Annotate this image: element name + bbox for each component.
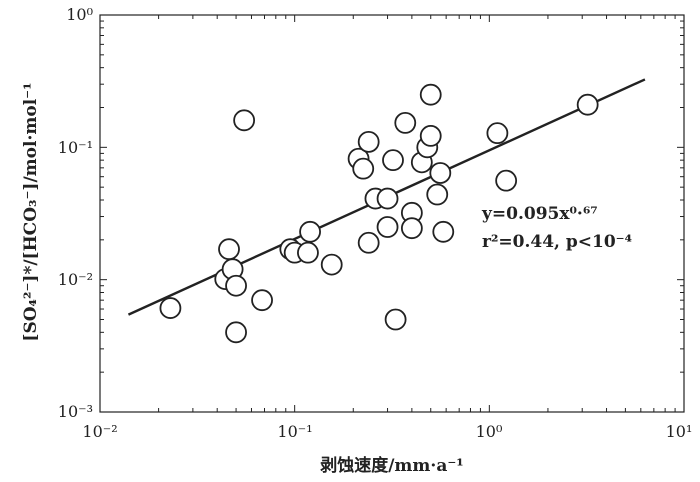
y-tick-label: 10⁻¹: [58, 138, 93, 157]
data-point: [352, 157, 375, 180]
data-point: [320, 253, 343, 276]
data-point: [376, 187, 399, 210]
y-tick-label: 10⁰: [66, 5, 93, 24]
data-point: [225, 274, 247, 297]
data-point: [357, 130, 380, 153]
data-point: [419, 125, 442, 147]
data-point: [357, 231, 380, 254]
fit-equation: y=0.095x⁰·⁶⁷: [481, 204, 598, 224]
data-point: [429, 162, 452, 184]
data-point: [251, 289, 273, 312]
data-point: [159, 297, 182, 319]
data-point: [495, 169, 518, 192]
data-points: [159, 83, 599, 344]
data-point: [486, 122, 509, 145]
plot-frame: [99, 14, 685, 413]
axis-ticks: [99, 14, 685, 413]
data-point: [225, 321, 247, 344]
data-point: [233, 109, 256, 132]
data-point: [218, 238, 240, 261]
x-axis-label: 剥蚀速度/mm·a⁻¹: [320, 455, 464, 476]
data-point: [297, 241, 319, 264]
data-point: [394, 111, 417, 134]
y-tick-label: 10⁻²: [58, 270, 93, 289]
data-point: [432, 220, 455, 243]
data-point: [376, 216, 399, 238]
fit-statistics: r²=0.44, p<10⁻⁴: [482, 232, 632, 252]
y-tick-label: 10⁻³: [58, 402, 93, 421]
x-tick-label: 10⁻¹: [277, 422, 312, 441]
data-point: [426, 183, 449, 206]
x-tick-label: 10¹: [666, 422, 693, 441]
y-axis-label: [SO₄²⁻]*/[HCO₃⁻]/mol·mol⁻¹: [21, 82, 41, 341]
x-tick-label: 10⁰: [476, 422, 503, 441]
data-point: [400, 217, 423, 240]
data-point: [576, 93, 599, 116]
data-point: [384, 308, 407, 331]
data-point: [382, 149, 404, 172]
data-point: [299, 220, 321, 243]
x-tick-label: 10⁻²: [82, 422, 117, 441]
data-point: [419, 83, 442, 106]
